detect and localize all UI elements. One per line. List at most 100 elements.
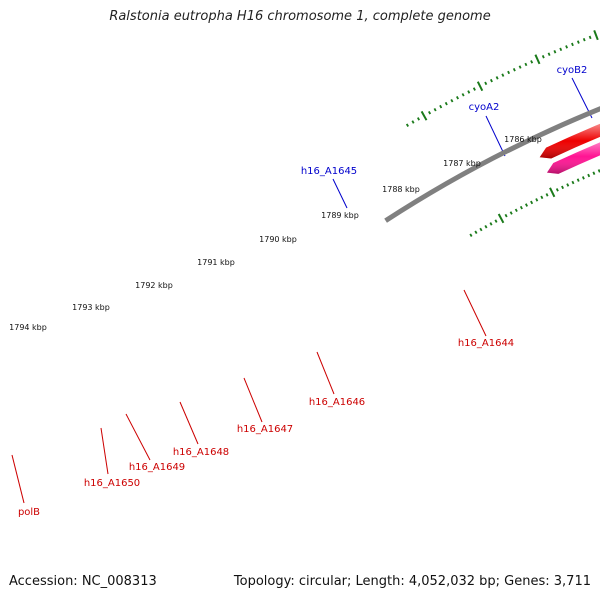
ruler-minor-tick (509, 211, 513, 215)
ruler-minor-tick (489, 222, 493, 226)
ruler-minor-tick (576, 40, 580, 44)
ruler-minor-tick (561, 185, 565, 190)
ruler-major-tick (593, 30, 599, 41)
ruler-minor-tick (439, 104, 443, 109)
ruler-minor-tick (541, 55, 545, 59)
outer-tick-ring (405, 30, 599, 127)
chromosome-backbone (384, 106, 600, 223)
gene-labels: cyoB2 cyoA2 h16_A1645 h16_A1644 h16_A164… (18, 65, 587, 518)
map-title: Ralstonia eutropha H16 chromosome 1, com… (109, 9, 491, 24)
ruler-minor-tick (514, 208, 518, 213)
ruler-minor-tick (555, 188, 559, 192)
ruler-minor-tick (494, 219, 498, 223)
gene-features (539, 123, 600, 174)
ruler-minor-tick (582, 37, 586, 42)
genome-stats-label: Topology: circular; Length: 4,052,032 bp… (233, 574, 591, 589)
ruler-minor-tick (405, 123, 409, 127)
ruler-minor-tick (495, 76, 499, 80)
ruler-minor-tick (489, 78, 493, 83)
ruler-minor-tick (592, 171, 596, 175)
ruler-label-1787: 1787 kbp (443, 159, 481, 168)
inner-tick-ring (469, 169, 600, 237)
leader-line-8 (100, 427, 109, 475)
gene-label-h16-a1649[interactable]: h16_A1649 (129, 462, 185, 473)
ruler-minor-tick (553, 50, 557, 54)
ruler-label-1793: 1793 kbp (72, 303, 110, 312)
ruler-minor-tick (474, 230, 478, 235)
gene-label-h16-a1648[interactable]: h16_A1648 (173, 447, 229, 458)
ruler-minor-tick (467, 90, 471, 94)
ruler-label-1792: 1792 kbp (135, 281, 173, 290)
ruler-minor-tick (450, 98, 454, 103)
ruler-minor-tick (444, 101, 448, 106)
ruler-minor-tick (461, 93, 465, 97)
ruler-label-1790: 1790 kbp (259, 235, 297, 244)
gene-label-h16-a1644[interactable]: h16_A1644 (458, 338, 514, 349)
ruler-minor-tick (587, 173, 591, 178)
leader-line-4 (316, 351, 335, 395)
ruler-minor-tick (571, 180, 575, 185)
ruler-minor-tick (524, 62, 528, 67)
leader-line-2 (332, 178, 348, 209)
gene-label-h16-a1645[interactable]: h16_A1645 (301, 166, 357, 177)
gene-label-cyoB2[interactable]: cyoB2 (557, 65, 588, 76)
gene-label-h16-a1650[interactable]: h16_A1650 (84, 478, 140, 489)
ruler-minor-tick (547, 52, 551, 56)
ruler-minor-tick (530, 200, 534, 205)
leader-line-5 (243, 377, 263, 423)
gene-label-h16-a1646[interactable]: h16_A1646 (309, 397, 365, 408)
leader-line-1 (485, 115, 506, 157)
ruler-minor-tick (559, 47, 563, 52)
ruler-minor-tick (512, 68, 516, 72)
ruler-minor-tick (433, 107, 437, 112)
gene-label-h16-a1647[interactable]: h16_A1647 (237, 424, 293, 435)
ruler-minor-tick (507, 70, 511, 75)
ruler-labels: 1786 kbp 1787 kbp 1788 kbp 1789 kbp 1790… (9, 135, 542, 332)
ruler-minor-tick (581, 176, 585, 180)
gene-label-cyoA2[interactable]: cyoA2 (469, 102, 500, 113)
ruler-minor-tick (566, 183, 570, 187)
ruler-label-1789: 1789 kbp (321, 211, 359, 220)
gene-polB-magenta-shade (547, 142, 600, 174)
ruler-minor-tick (530, 60, 534, 64)
ruler-minor-tick (411, 120, 415, 124)
ruler-minor-tick (469, 233, 473, 237)
ruler-major-tick (497, 213, 505, 224)
ruler-major-tick (534, 54, 541, 65)
ruler-minor-tick (472, 87, 476, 91)
ruler-minor-tick (484, 224, 488, 229)
ruler-minor-tick (535, 198, 539, 202)
ruler-major-tick (549, 187, 556, 198)
ruler-major-tick (476, 81, 484, 92)
leader-line-7 (125, 413, 151, 461)
ruler-minor-tick (518, 65, 522, 69)
ruler-minor-tick (540, 195, 544, 200)
ruler-minor-tick (545, 193, 549, 197)
ruler-label-1791: 1791 kbp (197, 258, 235, 267)
ruler-minor-tick (479, 227, 483, 232)
ruler-minor-tick (456, 95, 459, 100)
ruler-minor-tick (484, 81, 488, 86)
ruler-minor-tick (501, 73, 505, 77)
ruler-minor-tick (519, 205, 523, 210)
leader-line-6 (179, 401, 199, 445)
leader-line-3 (463, 289, 487, 337)
ruler-minor-tick (571, 42, 574, 47)
ruler-label-1794: 1794 kbp (9, 323, 47, 332)
leader-line-9 (11, 454, 25, 504)
ruler-label-1788: 1788 kbp (382, 185, 420, 194)
ruler-minor-tick (576, 178, 580, 182)
ruler-major-tick (420, 110, 428, 121)
gene-label-polB[interactable]: polB (18, 507, 40, 518)
ruler-minor-tick (565, 45, 569, 49)
gene-polB-red-shade (539, 123, 600, 159)
ruler-minor-tick (588, 35, 592, 40)
ruler-label-1786: 1786 kbp (504, 135, 542, 144)
accession-label: Accession: NC_008313 (9, 574, 157, 589)
ruler-minor-tick (417, 117, 420, 121)
ruler-minor-tick (428, 110, 432, 115)
label-leaders (11, 77, 593, 504)
ruler-minor-tick (504, 213, 508, 218)
ruler-minor-tick (525, 203, 528, 207)
